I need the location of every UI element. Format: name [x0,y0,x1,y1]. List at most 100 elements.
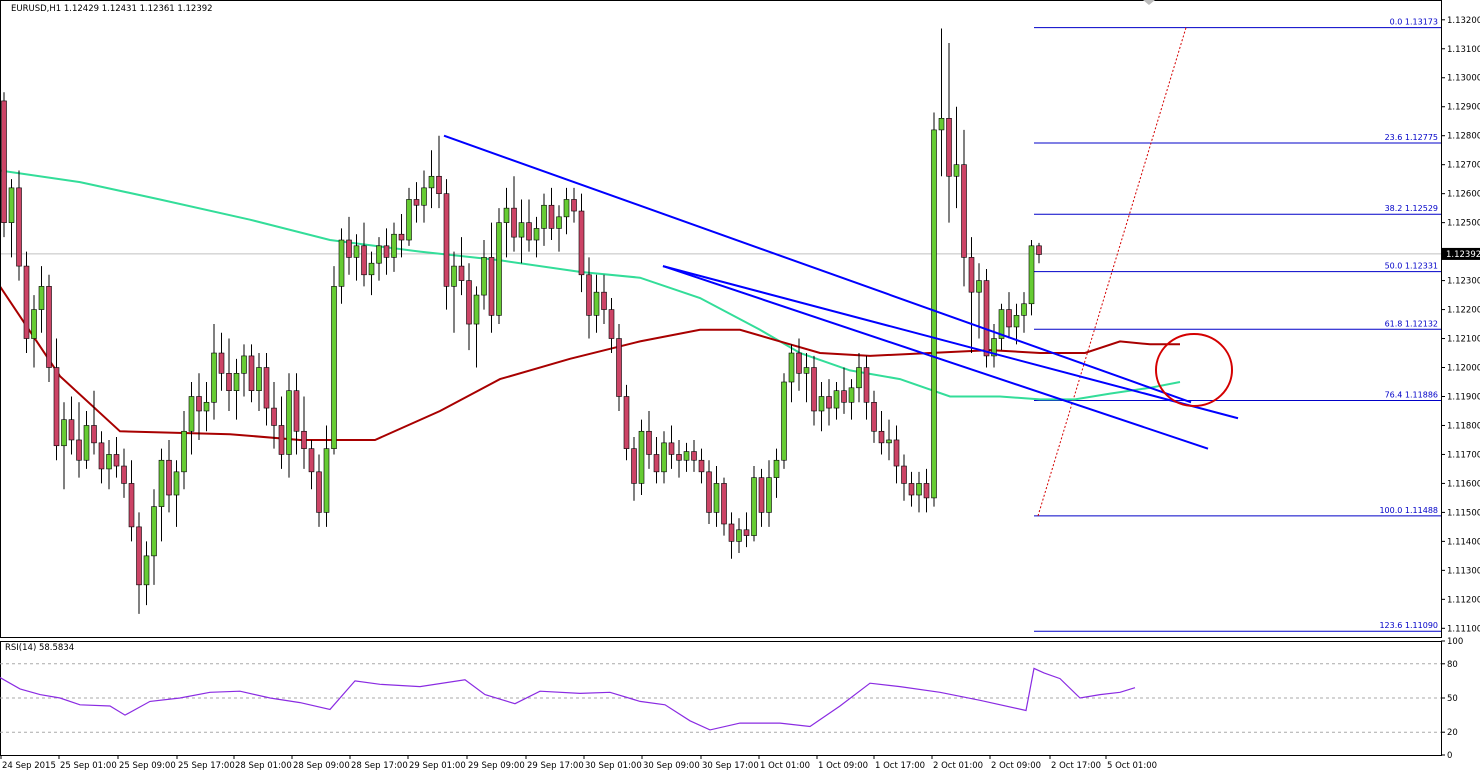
candle-body-bull [541,204,547,229]
price-tick-label: 1.11500 [1447,508,1480,518]
candle-body-bear [136,526,142,586]
candle [841,367,847,414]
candle [616,324,622,411]
candle [893,425,900,484]
candle [871,390,877,443]
candle [98,431,105,484]
candle [653,437,660,484]
price-axis: 1.13200 1.13100 1.13000 1.12900 1.12800 1.127… [0,0,1480,638]
candle [856,353,862,403]
candle-body-bear [743,529,750,536]
candle [586,257,592,339]
candle-body-bull [518,222,525,238]
price-tick-label: 1.12700 [1447,161,1480,171]
candle [833,382,840,420]
price-tick-label: 1.11800 [1447,421,1480,431]
candle [713,466,720,527]
candle [698,448,705,484]
candle-body-bear [721,483,727,525]
time-tick-label: 5 Oct 01:00 [1107,761,1157,771]
rsi-title: RSI(14) 58.5834 [5,643,74,653]
time-tick-label: 29 Sep 01:00 [409,761,466,771]
price-tick-label: 1.12600 [1447,190,1480,200]
candle-body-bear [316,471,322,513]
candle [466,263,472,351]
candle [53,338,60,461]
candle [848,379,855,420]
candle [443,179,450,310]
candle-body-bull [953,164,960,177]
time-tick-label: 2 Oct 09:00 [991,761,1041,771]
candle-body-bear [871,401,877,432]
candle-body-bear [196,396,202,412]
price-tick-label: 1.11200 [1447,595,1480,605]
fib-level-label: 50.0 1.12331 [1385,262,1438,271]
candle-body-bull [856,367,862,389]
candle-body-bull [203,401,210,412]
candle-body-bear [961,164,967,258]
price-tick-label: 1.11100 [1447,624,1480,634]
time-tick-label: 30 Sep 17:00 [702,761,759,771]
candle-body-bear [646,430,652,455]
candle-body-bull [181,430,187,473]
candles [1,28,1042,614]
candle [211,324,217,420]
candle-body-bear [53,367,60,447]
candle-body-bull [563,199,570,218]
price-tick-label: 1.12500 [1447,219,1480,229]
candle [38,266,45,333]
candle [83,410,90,469]
candle [23,251,30,354]
price-tick-label: 1.12900 [1447,103,1480,113]
candle-body-bear [226,373,232,391]
rsi-tick-label: 50 [1447,694,1458,704]
candle-body-bull [391,233,397,258]
candle-body-bear [526,222,532,241]
candle [571,187,577,223]
candle [946,42,952,223]
rsi-panel: 100 80 50 20 0 [0,637,1463,761]
candle-body-bear [601,291,607,310]
candle-body-bear [436,175,442,194]
candle [286,373,292,478]
candle-body-bull [338,239,345,287]
candle [68,396,75,455]
candle [601,274,607,325]
candle [818,382,825,432]
candle-body-bull [31,309,37,339]
candle-body-bull [61,419,67,447]
candle [548,187,555,241]
time-tick-label: 1 Oct 09:00 [818,761,868,771]
candle-body-bull [661,442,667,473]
candle [458,237,465,296]
candle [518,199,525,264]
candle [413,182,420,223]
candle-body-bear [68,419,75,441]
candle [106,439,112,490]
candle-body-bear [608,309,615,339]
candle [533,216,540,258]
time-tick-label: 29 Sep 09:00 [468,761,525,771]
time-tick-label: 28 Sep 01:00 [235,761,292,771]
fibonacci-retracement: 0.0 1.13173 23.6 1.12775 38.2 1.12529 50.0 … [1034,18,1441,632]
candle-body-bull [38,286,45,310]
candle [661,431,667,484]
candle [421,170,427,223]
candle-body-bull [773,459,780,478]
candle [593,274,600,333]
candle [766,460,772,527]
candle [541,193,547,246]
candle [263,353,270,426]
fib-level-label: 38.2 1.12529 [1385,204,1438,213]
candle [773,448,780,498]
price-tick-label: 1.12000 [1447,364,1480,374]
candle-body-bull [211,352,217,403]
candle [436,135,442,209]
candle [781,373,787,469]
rsi-tick-label: 100 [1447,637,1463,647]
candle [323,425,330,527]
candle-body-bull [151,506,157,557]
price-tick-label: 1.11900 [1447,392,1480,402]
candle-body-bull [503,207,510,223]
candle [376,237,382,281]
